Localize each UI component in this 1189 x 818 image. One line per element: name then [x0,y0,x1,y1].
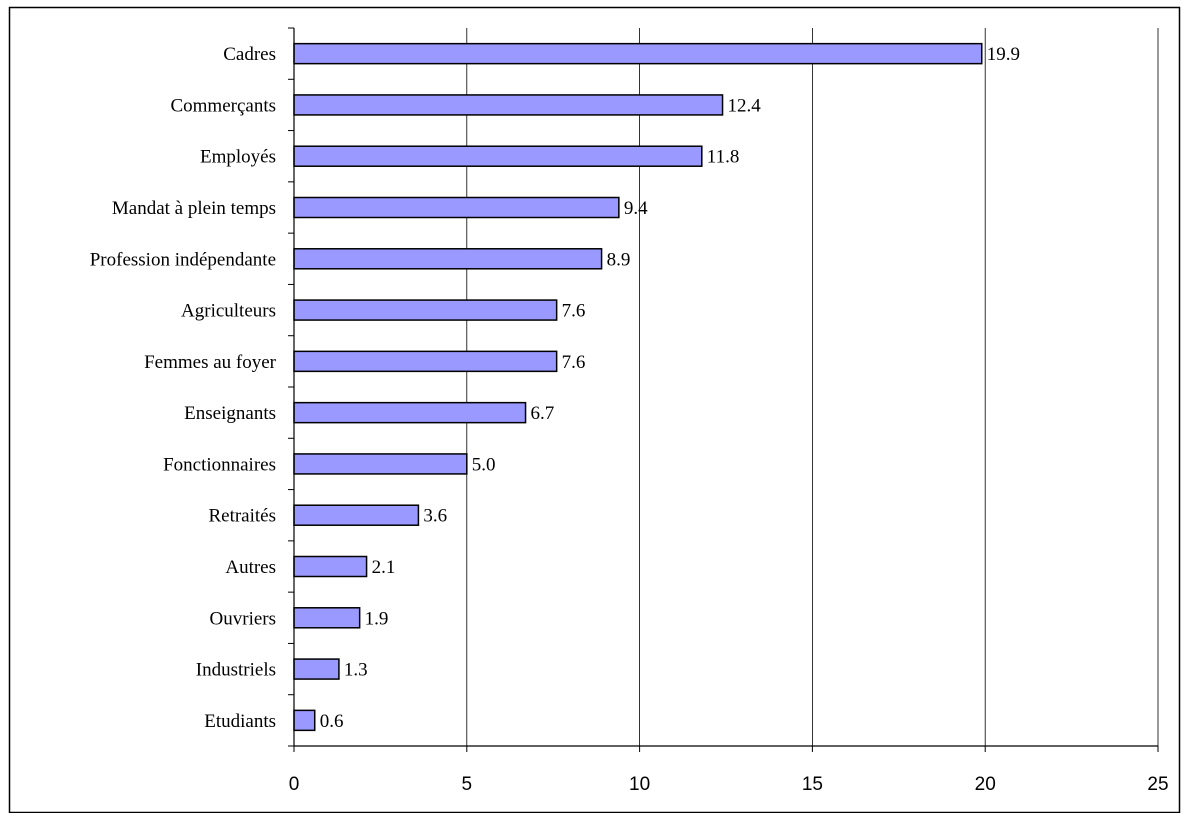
category-label: Mandat à plein temps [112,198,276,219]
category-label: Fonctionnaires [163,454,276,475]
category-label: Retraités [208,506,276,527]
category-label: Employés [200,147,276,168]
x-tick-label: 0 [289,774,300,795]
data-label: 2.1 [372,557,396,578]
x-tick-label: 20 [975,774,996,795]
bar [293,350,558,373]
bar [293,299,558,321]
bar [293,555,368,578]
x-tick-label: 15 [802,774,823,795]
bar [293,248,603,270]
category-label: Cadres [223,44,276,65]
axes [288,27,1159,752]
category-label: Industriels [196,660,276,681]
category-label: Femmes au foyer [144,352,277,373]
x-tick-label: 10 [629,774,650,795]
data-label: 7.6 [562,352,586,373]
data-label: 19.9 [987,44,1020,65]
bar [293,196,620,219]
data-label: 11.8 [707,147,740,168]
bar [293,42,983,65]
bar [293,401,527,424]
data-label: 8.9 [607,249,631,270]
category-label: Agriculteurs [181,301,276,322]
labels: 0 5 10 15 20 25 Cadres 19.9 Commerçants 12.4 Emplo… [90,44,1169,795]
data-label: 12.4 [728,95,762,116]
bar [293,145,703,167]
data-label: 1.3 [344,660,368,681]
bar [293,504,420,526]
bar [293,607,361,629]
bar [293,453,468,475]
data-label: 0.6 [320,711,344,732]
x-tick-label: 5 [462,774,473,795]
category-label: Commerçants [170,95,276,116]
category-label: Enseignants [184,403,276,424]
x-tick-label: 25 [1147,774,1168,795]
bar [293,658,340,680]
bar [293,709,316,732]
bars [293,42,983,732]
category-label: Ouvriers [210,608,276,629]
data-label: 9.4 [624,198,648,219]
bar [293,94,724,116]
data-label: 6.7 [531,403,555,424]
data-label: 3.6 [423,506,447,527]
category-label: Profession indépendante [90,249,276,270]
category-label: Etudiants [204,711,276,732]
data-label: 5.0 [472,454,496,475]
category-label: Autres [225,557,276,578]
gridlines [466,28,1159,746]
data-label: 7.6 [562,301,586,322]
data-label: 1.9 [365,608,389,629]
